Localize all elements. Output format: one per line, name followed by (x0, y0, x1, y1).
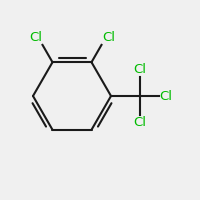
Text: Cl: Cl (102, 31, 115, 44)
Text: Cl: Cl (134, 63, 146, 76)
Text: Cl: Cl (29, 31, 42, 44)
Text: Cl: Cl (160, 90, 173, 102)
Text: Cl: Cl (134, 116, 146, 129)
